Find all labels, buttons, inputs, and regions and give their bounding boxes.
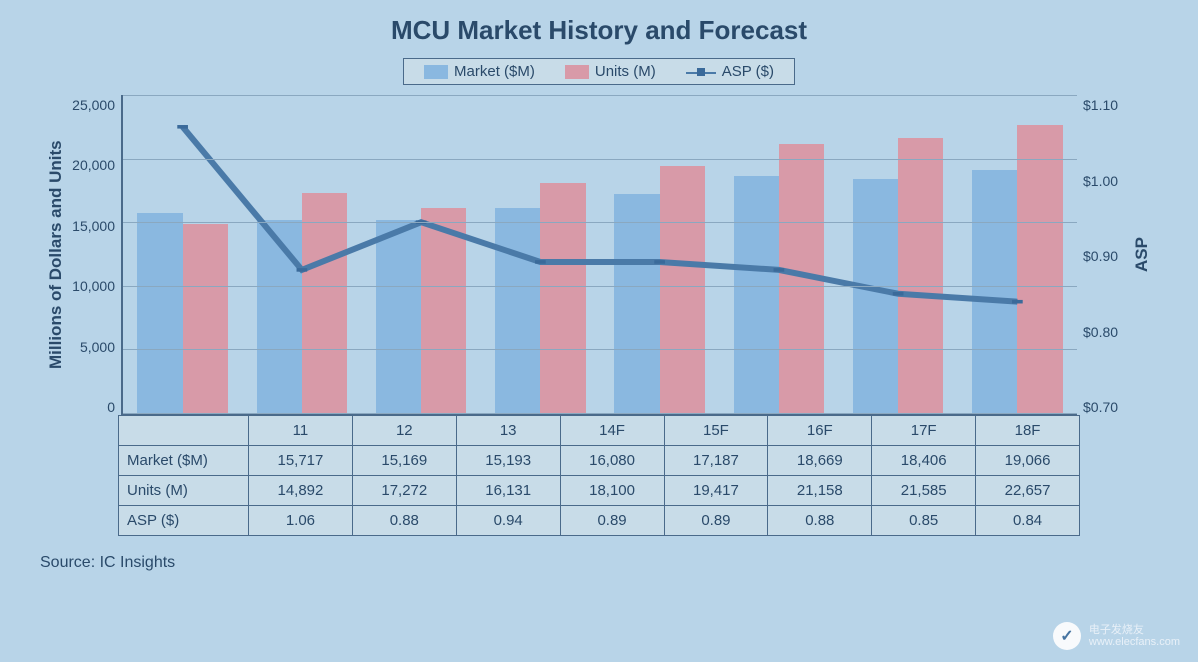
watermark-line1: 电子发烧友 xyxy=(1089,624,1180,636)
table-cell: 16,131 xyxy=(456,476,560,506)
table-category-cell: 13 xyxy=(456,416,560,446)
table-category-cell: 11 xyxy=(249,416,353,446)
legend-label-units: Units (M) xyxy=(595,63,656,80)
table-cell: 18,406 xyxy=(872,446,976,476)
gridline xyxy=(123,95,1077,96)
y-axis-left-label: Millions of Dollars and Units xyxy=(40,95,66,415)
y-ticks-left: 25,000 20,000 15,000 10,000 5,000 0 xyxy=(66,95,121,415)
plot-area xyxy=(121,95,1077,415)
y-right-tick: $0.90 xyxy=(1083,248,1118,264)
table-cell: 14,892 xyxy=(249,476,353,506)
table-row-header: ASP ($) xyxy=(119,506,249,536)
asp-marker xyxy=(535,260,546,264)
asp-marker xyxy=(177,125,188,129)
table-cell: 16,080 xyxy=(560,446,664,476)
table-header-row: 11121314F15F16F17F18F xyxy=(119,416,1080,446)
table-cell: 15,717 xyxy=(249,446,353,476)
gridline xyxy=(123,286,1077,287)
table-cell: 0.88 xyxy=(768,506,872,536)
y-left-tick: 25,000 xyxy=(72,97,115,113)
y-right-tick: $0.80 xyxy=(1083,324,1118,340)
legend-label-asp: ASP ($) xyxy=(722,63,774,80)
gridline xyxy=(123,159,1077,160)
gridline xyxy=(123,413,1077,414)
table-category-cell: 16F xyxy=(768,416,872,446)
y-right-tick: $0.70 xyxy=(1083,399,1118,415)
legend: Market ($M) Units (M) ASP ($) xyxy=(403,58,795,85)
table-row: Market ($M)15,71715,16915,19316,08017,18… xyxy=(119,446,1080,476)
table-cell: 15,169 xyxy=(352,446,456,476)
table-corner xyxy=(119,416,249,446)
table-category-cell: 18F xyxy=(976,416,1080,446)
legend-swatch-market xyxy=(424,65,448,79)
asp-line xyxy=(183,127,1018,302)
y-left-tick: 15,000 xyxy=(72,218,115,234)
legend-item-asp: ASP ($) xyxy=(686,63,774,80)
table-cell: 18,100 xyxy=(560,476,664,506)
legend-swatch-units xyxy=(565,65,589,79)
chart-title: MCU Market History and Forecast xyxy=(40,15,1158,46)
y-left-tick: 5,000 xyxy=(80,339,115,355)
chart-body: Millions of Dollars and Units 25,000 20,0… xyxy=(40,95,1158,415)
y-ticks-right: $1.10 $1.00 $0.90 $0.80 $0.70 xyxy=(1077,95,1132,415)
watermark-icon: ✓ xyxy=(1053,622,1081,650)
table-row: Units (M)14,89217,27216,13118,10019,4172… xyxy=(119,476,1080,506)
watermark: ✓ 电子发烧友 www.elecfans.com xyxy=(1053,622,1180,650)
table-cell: 19,066 xyxy=(976,446,1080,476)
table-category-cell: 12 xyxy=(352,416,456,446)
table-row-header: Market ($M) xyxy=(119,446,249,476)
table-cell: 0.89 xyxy=(560,506,664,536)
table-row-header: Units (M) xyxy=(119,476,249,506)
y-right-tick: $1.00 xyxy=(1083,173,1118,189)
y-left-tick: 10,000 xyxy=(72,278,115,294)
y-left-tick: 20,000 xyxy=(72,157,115,173)
table-category-cell: 17F xyxy=(872,416,976,446)
table-cell: 17,187 xyxy=(664,446,768,476)
y-axis-right-label: ASP xyxy=(1132,95,1158,415)
table-cell: 0.88 xyxy=(352,506,456,536)
table-cell: 0.84 xyxy=(976,506,1080,536)
gridline xyxy=(123,222,1077,223)
table-cell: 21,585 xyxy=(872,476,976,506)
watermark-line2: www.elecfans.com xyxy=(1089,636,1180,648)
asp-marker xyxy=(774,268,785,272)
legend-label-market: Market ($M) xyxy=(454,63,535,80)
legend-item-units: Units (M) xyxy=(565,63,656,80)
gridline xyxy=(123,349,1077,350)
table-cell: 19,417 xyxy=(664,476,768,506)
table-category-cell: 15F xyxy=(664,416,768,446)
asp-marker xyxy=(654,260,665,264)
source-label: Source: IC Insights xyxy=(40,554,1158,572)
table-row: ASP ($)1.060.880.940.890.890.880.850.84 xyxy=(119,506,1080,536)
legend-item-market: Market ($M) xyxy=(424,63,535,80)
chart-container: MCU Market History and Forecast Market (… xyxy=(0,0,1198,582)
table-cell: 22,657 xyxy=(976,476,1080,506)
table-cell: 1.06 xyxy=(249,506,353,536)
table-cell: 21,158 xyxy=(768,476,872,506)
y-left-tick: 0 xyxy=(107,399,115,415)
table-cell: 17,272 xyxy=(352,476,456,506)
table-cell: 0.85 xyxy=(872,506,976,536)
table-cell: 18,669 xyxy=(768,446,872,476)
table-category-cell: 14F xyxy=(560,416,664,446)
asp-marker xyxy=(1012,300,1023,304)
asp-marker xyxy=(297,268,308,272)
line-layer xyxy=(123,95,1077,413)
data-table-wrap: 11121314F15F16F17F18FMarket ($M)15,71715… xyxy=(40,415,1158,536)
y-right-tick: $1.10 xyxy=(1083,97,1118,113)
table-cell: 0.94 xyxy=(456,506,560,536)
data-table: 11121314F15F16F17F18FMarket ($M)15,71715… xyxy=(118,415,1080,536)
table-cell: 15,193 xyxy=(456,446,560,476)
asp-marker xyxy=(893,292,904,296)
table-cell: 0.89 xyxy=(664,506,768,536)
